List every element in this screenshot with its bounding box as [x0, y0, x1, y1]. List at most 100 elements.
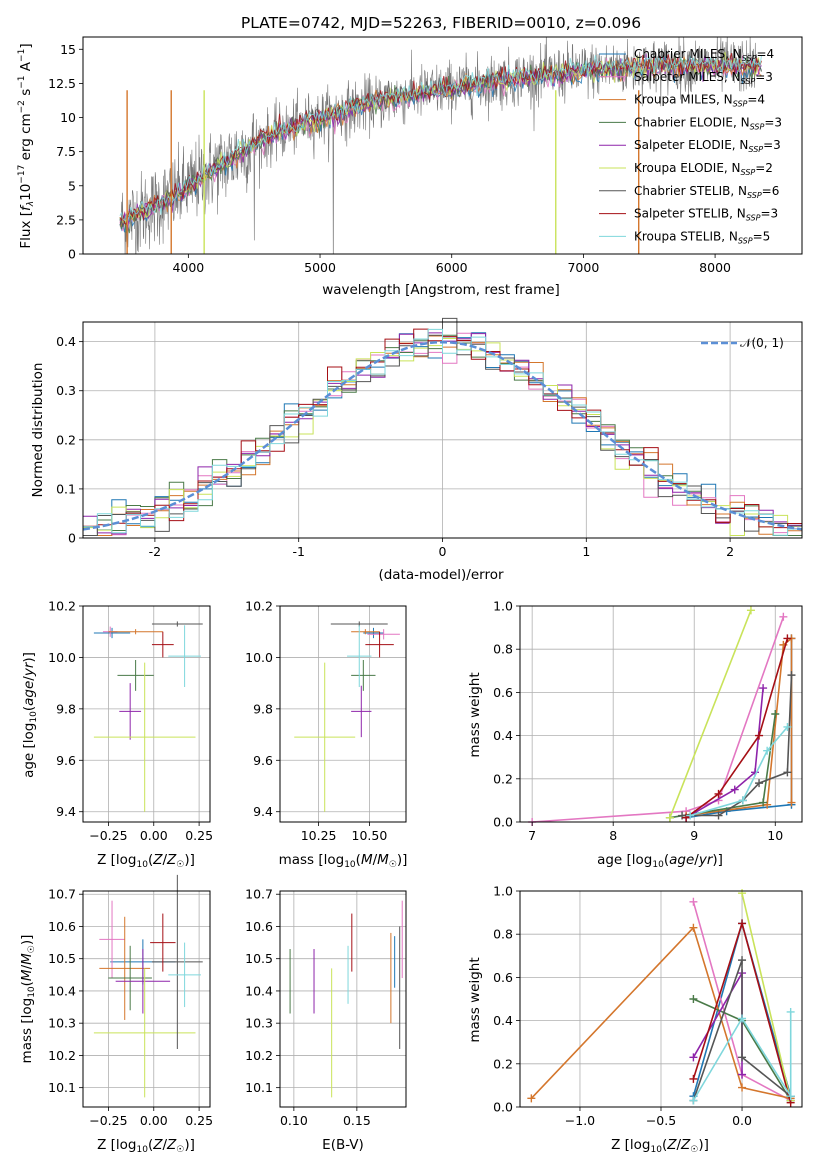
mass-weight-marker — [730, 785, 739, 794]
spectrum-x-label: wavelength [Angstrom, rest frame] — [322, 282, 560, 298]
residuals-x-tick-label: 0 — [439, 544, 447, 559]
mass-weight-vs-z-y-tick-label: 1.0 — [493, 884, 513, 899]
mass-weight-vs-age-y-tick-label: 0.4 — [493, 728, 513, 743]
mass-vs-ebv-panel: 0.10 0.15 10.1 10.2 10.3 10.4 10.5 10.6 10.7 E(B… — [245, 887, 407, 1153]
spectrum-legend-label: Chabrier STELIB, NSSP=6 — [634, 184, 779, 200]
age-vs-z-plot-area — [83, 605, 210, 822]
mass-weight-marker — [738, 919, 747, 928]
residuals-y-tick-label: 0.3 — [56, 383, 76, 398]
spectrum-x-tick-label: 4000 — [172, 260, 204, 275]
spectrum-x-tick-label: 8000 — [699, 260, 731, 275]
age-vs-mass-frame — [279, 605, 407, 823]
mass-weight-line — [669, 610, 752, 818]
mass-weight-vs-age-y-tick-label: 0.0 — [493, 815, 513, 830]
age-vs-z-y-label: age [log10(age/yr)] — [21, 652, 39, 778]
age-vs-mass-y-tick-label: 10.0 — [245, 650, 273, 665]
mass-weight-vs-age-y-tick-label: 0.6 — [493, 685, 513, 700]
age-vs-mass-axes: 10.25 10.50 9.4 9.6 9.8 10.0 10.2 — [245, 599, 407, 843]
mass-weight-marker — [738, 1070, 747, 1079]
mass-weight-vs-z-x-label: Z [log10(Z/Z☉)] — [611, 1137, 709, 1155]
spectrum-legend-label: Kroupa MILES, NSSP=4 — [634, 93, 765, 109]
age-vs-z-y-tick-label: 10.0 — [48, 650, 76, 665]
mass-vs-z-x-tick-label: 0.25 — [185, 1113, 213, 1128]
residuals-legend: 𝒩(0, 1) — [701, 336, 784, 350]
spectrum-y-tick-label: 15 — [60, 42, 76, 57]
mass-weight-vs-z-x-tick-label: −1.0 — [565, 1113, 595, 1128]
mass-vs-z-panel: −0.25 0.00 0.25 10.1 10.2 10.3 10.4 10.5 10.6 10.… — [19, 874, 213, 1155]
age-vs-mass-x-tick-label: 10.50 — [352, 828, 388, 843]
residuals-x-tick-label: -2 — [149, 544, 161, 559]
residuals-y-tick-label: 0.2 — [56, 432, 76, 447]
mass-weight-marker — [678, 811, 687, 820]
spectrum-y-tick-label: 12.5 — [48, 76, 76, 91]
mass-weight-marker — [783, 722, 792, 731]
mass-weight-marker — [689, 897, 698, 906]
residuals-plot-area — [82, 317, 803, 539]
mass-vs-ebv-x-tick-label: 0.15 — [343, 1113, 371, 1128]
mass-vs-z-x-tick-label: 0.00 — [140, 1113, 168, 1128]
residuals-frame — [82, 321, 803, 539]
spectrum-legend-label: Chabrier ELODIE, NSSP=3 — [634, 115, 782, 131]
mass-weight-marker — [738, 889, 747, 898]
mass-vs-z-plot-area — [83, 874, 210, 1107]
age-vs-z-x-tick-label: 0.00 — [140, 828, 168, 843]
mass-weight-marker — [746, 606, 755, 615]
age-vs-z-y-tick-label: 9.4 — [56, 804, 76, 819]
mass-weight-marker — [682, 813, 691, 822]
age-vs-z-panel: −0.25 0.00 0.25 9.4 9.6 9.8 10.0 10.2 Z [log10(… — [21, 599, 213, 871]
mass-weight-vs-age-x-label: age [log10(age/yr)] — [597, 852, 723, 870]
spectrum-y-tick-label: 10 — [60, 110, 76, 125]
mass-weight-vs-age-panel: 7 8 9 10 0.0 0.2 0.4 0.6 0.8 1.0 age [log10(age/y… — [467, 599, 803, 870]
mass-weight-vs-age-y-tick-label: 1.0 — [493, 599, 513, 614]
spectrum-title: PLATE=0742, MJD=52263, FIBERID=0010, z=0… — [241, 14, 641, 32]
residuals-x-label: (data-model)/error — [378, 567, 504, 583]
residuals-y-tick-label: 0.1 — [56, 481, 76, 496]
mass-weight-marker — [738, 1014, 747, 1023]
spectrum-y-label: Flux [fλ10−17 erg cm−2 s−1 A−1] — [17, 43, 36, 248]
mass-weight-marker — [738, 796, 747, 805]
age-vs-z-x-tick-label: −0.25 — [89, 828, 127, 843]
spectrum-x-tick-label: 6000 — [436, 260, 468, 275]
residuals-x-tick-label: -1 — [292, 544, 304, 559]
mass-weight-vs-age-axes: 7 8 9 10 0.0 0.2 0.4 0.6 0.8 1.0 — [493, 599, 803, 843]
age-vs-z-axes: −0.25 0.00 0.25 9.4 9.6 9.8 10.0 10.2 — [48, 599, 213, 844]
mass-weight-marker — [787, 671, 796, 680]
mass-weight-vs-z-y-tick-label: 0.8 — [493, 927, 513, 942]
spectrum-legend-label: Salpeter MILES, NSSP=3 — [634, 70, 773, 86]
mass-weight-vs-z-axes: −1.0 −0.5 0.0 0.0 0.2 0.4 0.6 0.8 1.0 — [493, 884, 803, 1128]
age-vs-mass-y-tick-label: 9.6 — [253, 753, 273, 768]
age-vs-z-y-tick-label: 10.2 — [48, 599, 76, 614]
mass-vs-z-y-tick-label: 10.5 — [48, 951, 76, 966]
spectrum-x-tick-label: 7000 — [567, 260, 599, 275]
mass-vs-z-y-tick-label: 10.6 — [48, 919, 76, 934]
mass-weight-vs-age-plot-area — [520, 605, 802, 826]
mass-vs-z-y-tick-label: 10.7 — [48, 887, 76, 902]
mass-vs-ebv-y-tick-label: 10.3 — [245, 1016, 273, 1031]
spectrum-legend-label: Salpeter STELIB, NSSP=3 — [634, 207, 778, 223]
spectrum-y-tick-label: 0 — [68, 247, 76, 262]
normal-curve-line — [82, 340, 803, 531]
residual-histogram-line — [83, 317, 802, 536]
age-vs-mass-panel: 10.25 10.50 9.4 9.6 9.8 10.0 10.2 mass [log10(… — [245, 599, 407, 871]
mass-weight-marker — [786, 1092, 795, 1101]
age-vs-mass-x-tick-label: 10.25 — [301, 828, 337, 843]
mass-vs-ebv-frame — [279, 890, 407, 1108]
mass-weight-line — [692, 959, 792, 1101]
age-vs-z-y-tick-label: 9.8 — [56, 701, 76, 716]
mass-vs-z-x-label: Z [log10(Z/Z☉)] — [97, 1137, 195, 1155]
mass-weight-vs-z-y-tick-label: 0.4 — [493, 1013, 513, 1028]
mass-weight-line — [530, 926, 791, 1100]
mass-weight-vs-z-x-tick-label: 0.0 — [732, 1113, 752, 1128]
mass-weight-vs-z-y-tick-label: 0.6 — [493, 970, 513, 985]
mass-weight-vs-z-y-tick-label: 0.2 — [493, 1056, 513, 1071]
mass-weight-marker — [714, 811, 723, 820]
age-vs-mass-x-label: mass [log10(M/M☉)] — [279, 852, 408, 870]
mass-vs-z-frame — [82, 890, 211, 1108]
mass-weight-vs-age-x-tick-label: 8 — [609, 828, 617, 843]
mass-weight-vs-z-y-tick-label: 0.0 — [493, 1100, 513, 1115]
mass-weight-marker — [527, 1094, 536, 1103]
residuals-y-tick-label: 0 — [68, 531, 76, 546]
mass-weight-marker — [665, 813, 674, 822]
age-vs-mass-y-tick-label: 10.2 — [245, 599, 273, 614]
